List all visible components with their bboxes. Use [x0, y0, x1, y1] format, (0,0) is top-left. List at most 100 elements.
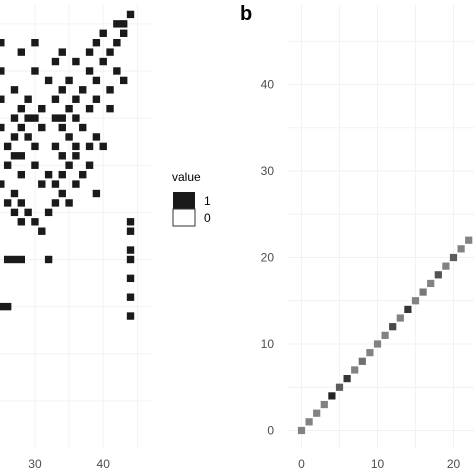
heatmap-cell [24, 208, 32, 217]
legend-swatch [172, 208, 196, 227]
heatmap-cell [79, 170, 87, 179]
heatmap-cell [10, 86, 19, 94]
heatmap-cell [51, 142, 60, 151]
heatmap-cell [72, 95, 80, 103]
heatmap-cell [113, 67, 121, 75]
heatmap-cell [17, 48, 26, 56]
heatmap-cell [51, 95, 60, 103]
x-tick-label: 0 [298, 457, 305, 471]
heatmap-cell [58, 152, 66, 160]
heatmap-cell [58, 170, 66, 179]
heatmap-cell [0, 95, 5, 103]
heatmap-cell [10, 114, 19, 122]
heatmap-cell [31, 114, 39, 122]
heatmap-cell [58, 48, 66, 56]
heatmap-cell [85, 142, 94, 151]
heatmap-cell [106, 48, 114, 56]
heatmap-cell [72, 57, 80, 66]
heatmap-cell [17, 104, 26, 113]
heatmap-cell [65, 199, 73, 207]
heatmap-cell [31, 67, 39, 75]
legend-label: 1 [204, 194, 211, 208]
heatmap-cell [381, 331, 389, 339]
heatmap-cell [351, 366, 359, 374]
heatmap-cell [92, 39, 101, 47]
x-tick-label: 40 [97, 457, 111, 471]
heatmap-cell [0, 123, 5, 132]
heatmap-cell [449, 253, 458, 262]
heatmap-cell [38, 180, 46, 188]
heatmap-cell [419, 288, 427, 296]
heatmap-cell [126, 293, 135, 301]
heatmap-cell [427, 279, 435, 288]
heatmap-cell [79, 123, 87, 132]
heatmap-cell [3, 199, 12, 207]
heatmap-cell [31, 142, 39, 151]
heatmap-cell [119, 76, 128, 85]
heatmap-cell [31, 39, 39, 47]
heatmap-cell [0, 67, 5, 75]
panel-b-heatmap: 0 10 20 0 10 20 30 40 [261, 5, 474, 471]
heatmap-cell [72, 114, 80, 122]
heatmap-cell [72, 180, 80, 188]
y-tick-label: 30 [261, 164, 275, 178]
heatmap-cell [442, 262, 450, 270]
heatmap-cell [3, 161, 12, 169]
heatmap-cell [119, 20, 128, 28]
heatmap-cell [85, 67, 94, 75]
heatmap-cell [31, 218, 39, 226]
heatmap-cell [404, 305, 412, 313]
x-tick-label: 10 [371, 457, 385, 471]
heatmap-cell [17, 218, 26, 226]
heatmap-cell [113, 20, 121, 28]
heatmap-cell [0, 302, 5, 311]
heatmap-cell [10, 152, 19, 160]
heatmap-cell [65, 76, 73, 85]
heatmap-cell [297, 426, 306, 435]
heatmap-cell [92, 189, 101, 198]
legend-title: value [172, 170, 201, 184]
heatmap-cell [389, 323, 397, 331]
heatmap-cell [17, 170, 26, 179]
heatmap-cell [38, 227, 46, 235]
heatmap-cell [58, 114, 66, 122]
heatmap-cell [10, 255, 19, 264]
heatmap-cell [44, 170, 53, 179]
heatmap-cell [72, 152, 80, 160]
heatmap-cell [99, 29, 107, 37]
heatmap-cell [126, 218, 135, 226]
heatmap-cell [38, 104, 46, 113]
panel-b-label: b [240, 3, 252, 25]
heatmap-cell [65, 133, 73, 141]
heatmap-cell [126, 246, 135, 254]
heatmap-cell [343, 375, 351, 383]
y-tick-label: 40 [261, 78, 275, 92]
heatmap-cell [72, 142, 80, 151]
heatmap-cell [38, 123, 46, 132]
heatmap-cell [10, 133, 19, 141]
legend-label: 0 [204, 211, 211, 225]
heatmap-cell [119, 29, 128, 37]
heatmap-cell [126, 312, 135, 320]
heatmap-cell [92, 133, 101, 141]
heatmap-cell [396, 314, 404, 322]
heatmap-cell [65, 104, 73, 113]
panel-a-heatmap: 30 40 [0, 5, 151, 471]
heatmap-cell [0, 180, 5, 188]
heatmap-cell [99, 57, 107, 66]
heatmap-cell [24, 114, 32, 122]
heatmap-cell [51, 114, 60, 122]
heatmap-cell [17, 199, 26, 207]
heatmap-cell [113, 39, 121, 47]
y-tick-label: 0 [267, 424, 274, 438]
heatmap-cell [106, 86, 114, 94]
heatmap-cell [85, 104, 94, 113]
heatmap-cell [51, 57, 60, 66]
heatmap-cell [17, 123, 26, 132]
heatmap-cell [366, 349, 374, 357]
heatmap-cell [58, 86, 66, 94]
heatmap-cell [99, 142, 107, 151]
heatmap-cell [313, 409, 321, 417]
heatmap-cell [10, 189, 19, 198]
